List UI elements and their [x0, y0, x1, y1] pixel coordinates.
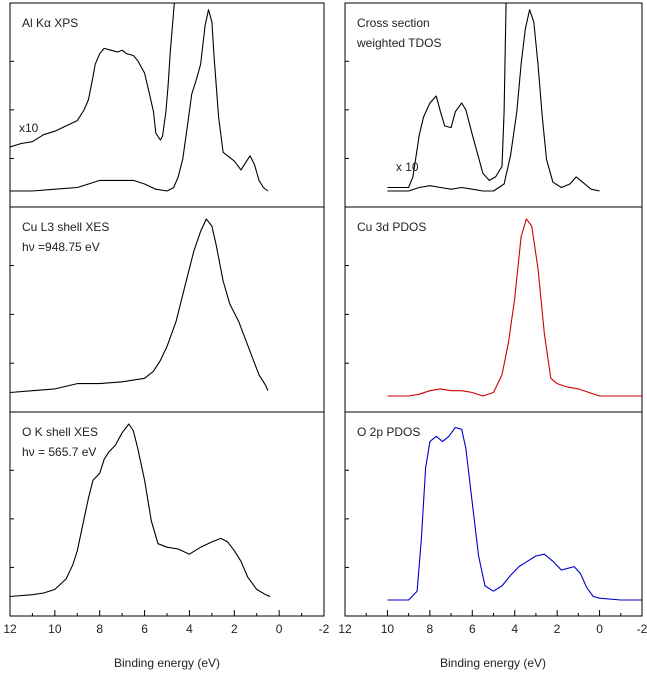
x-axis-label-left: Binding energy (eV) — [114, 656, 220, 670]
x-axis-label-right: Binding energy (eV) — [440, 656, 546, 670]
x-tick-label: 2 — [231, 622, 238, 636]
x-tick-label: -2 — [637, 622, 647, 636]
panel-o-k: O K shell XES hν = 565.7 eV — [9, 411, 325, 617]
series-line-tdos-1 — [387, 9, 600, 192]
x-tick-label: 4 — [186, 622, 193, 636]
series-line-xps-1 — [10, 9, 269, 192]
x-ticks-right: 12 10 8 6 4 2 0 -2 — [338, 610, 647, 636]
x-tick-label: 12 — [338, 622, 352, 636]
x-tick-label: 2 — [554, 622, 561, 636]
panel-cu-3d: Cu 3d PDOS — [344, 206, 643, 413]
x-tick-label: 4 — [511, 622, 518, 636]
x-ticks-left: 12 10 8 6 4 2 0 -2 — [3, 610, 330, 636]
x-tick-label: 10 — [381, 622, 395, 636]
x-tick-label: 8 — [96, 622, 103, 636]
right-column: Cross section weighted TDOS x 10 Cu 3d PDOS… — [344, 2, 643, 617]
series-line-o-k-0 — [10, 423, 271, 598]
panel-xps: Al Kα XPS x10 — [9, 2, 325, 208]
series-line-o-2p-0 — [387, 426, 642, 601]
panel-frame — [9, 411, 325, 617]
panel-cu-l3: Cu L3 shell XES hν =948.75 eV — [9, 206, 325, 413]
panel-label: hν = 565.7 eV — [22, 445, 96, 459]
panel-tdos: Cross section weighted TDOS x 10 — [344, 2, 643, 208]
panel-frame — [9, 206, 325, 413]
x-tick-label: 6 — [469, 622, 476, 636]
series-line-cu-3d-0 — [387, 218, 642, 397]
panel-label: weighted TDOS — [356, 36, 442, 50]
panel-label: hν =948.75 eV — [22, 240, 100, 254]
panel-label: Cu L3 shell XES — [22, 220, 109, 234]
left-column: Al Kα XPS x10 Cu L3 shell XES hν =948.75 eV… — [9, 2, 325, 617]
x-tick-label: 0 — [596, 622, 603, 636]
x-tick-label: -2 — [319, 622, 330, 636]
panel-label: Cu 3d PDOS — [357, 220, 426, 234]
series-line-cu-l3-0 — [10, 218, 269, 394]
x-tick-label: 12 — [3, 622, 17, 636]
panel-frame — [344, 411, 643, 617]
x-tick-label: 10 — [48, 622, 62, 636]
scale-annotation: x 10 — [396, 160, 419, 174]
panel-label: Cross section — [357, 16, 430, 30]
panel-o-2p: O 2p PDOS — [344, 411, 643, 617]
panel-frame — [344, 206, 643, 413]
panel-label: O 2p PDOS — [357, 425, 420, 439]
x-tick-label: 6 — [141, 622, 148, 636]
scale-annotation: x10 — [19, 121, 39, 135]
x-tick-label: 0 — [276, 622, 283, 636]
panel-frame — [344, 2, 643, 208]
panel-label: O K shell XES — [22, 425, 98, 439]
panel-label: Al Kα XPS — [22, 16, 78, 30]
series-line-tdos-0 — [387, 3, 507, 189]
series-line-xps-0 — [10, 3, 175, 148]
x-tick-label: 8 — [427, 622, 434, 636]
